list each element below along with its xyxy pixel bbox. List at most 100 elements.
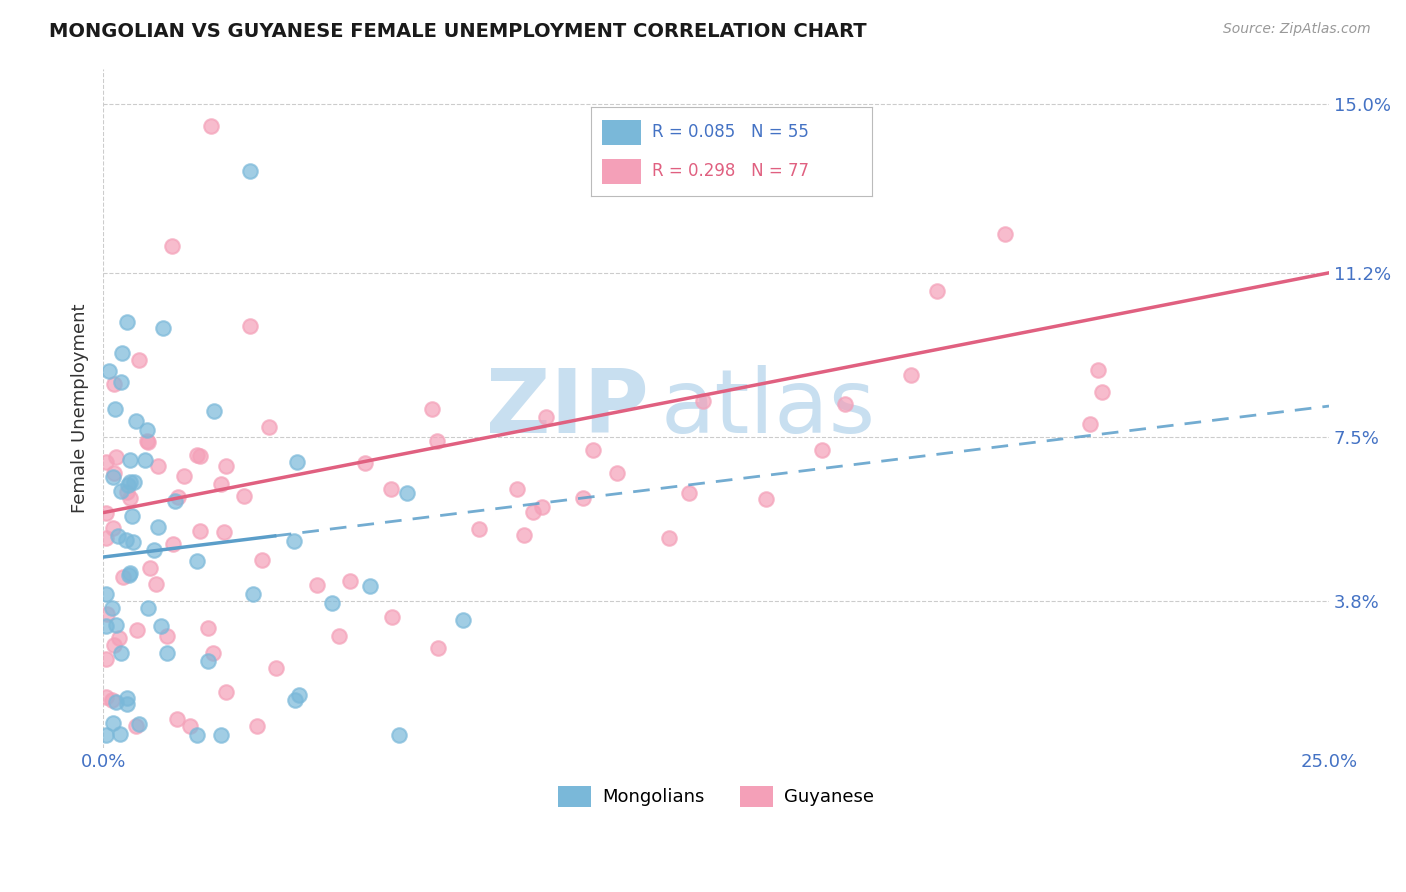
Point [107,529,129,543]
Text: atlas: atlas [661,365,876,451]
Point [128,352,150,367]
Point [100,693,122,707]
Point [388,728,411,742]
Point [678,485,700,500]
Point [94,619,117,633]
Point [201,646,224,660]
Point [162,537,184,551]
Point [110,376,132,390]
Point [692,394,714,409]
Text: R = 0.085   N = 55: R = 0.085 N = 55 [652,123,810,141]
Point [149,619,172,633]
Point [506,482,529,496]
Point [97,364,120,378]
Point [173,469,195,483]
Point [321,597,343,611]
Point [534,410,557,425]
Point [200,120,222,134]
Point [110,646,132,660]
Text: ZIP: ZIP [486,365,648,451]
Point [211,477,233,491]
Point [395,486,418,500]
Point [121,509,143,524]
Point [108,631,131,645]
Bar [602,159,641,184]
Point [209,728,232,742]
Point [111,570,134,584]
Point [125,719,148,733]
Point [285,455,308,469]
Point [146,520,169,534]
Point [1091,384,1114,399]
Point [522,505,544,519]
Point [186,448,208,462]
Point [104,617,127,632]
Point [252,553,274,567]
Point [104,401,127,416]
Point [136,434,159,449]
Point [530,500,553,515]
Point [242,587,264,601]
Point [994,227,1017,242]
Point [114,533,136,547]
Point [127,623,149,637]
Point [246,719,269,733]
Point [381,610,404,624]
Point [105,450,128,464]
Point [103,638,125,652]
Point [754,491,776,506]
Point [287,688,309,702]
Point [420,402,443,417]
Point [135,423,157,437]
Point [900,368,922,382]
Point [453,613,475,627]
Point [148,459,170,474]
Point [94,506,117,520]
Point [152,321,174,335]
Point [96,607,118,621]
Point [214,459,236,474]
Point [283,533,305,548]
Point [135,434,157,448]
Point [186,554,208,568]
Point [186,728,208,742]
Point [239,163,262,178]
Point [111,346,134,360]
Point [188,450,211,464]
Point [115,698,138,712]
Point [115,691,138,706]
Y-axis label: Female Unemployment: Female Unemployment [72,303,89,513]
Point [103,377,125,392]
Point [117,478,139,492]
Point [284,692,307,706]
Point [658,531,681,545]
Point [810,443,832,458]
Point [214,524,236,539]
Point [103,470,125,484]
Point [202,403,225,417]
Point [359,579,381,593]
Point [197,621,219,635]
Point [115,485,138,500]
Point [120,566,142,580]
Point [122,535,145,549]
Point [179,719,201,733]
Point [101,601,124,615]
Point [118,491,141,505]
Point [166,712,188,726]
Point [188,524,211,539]
Point [94,728,117,742]
Point [266,661,288,675]
Text: R = 0.298   N = 77: R = 0.298 N = 77 [652,162,810,180]
Point [94,455,117,469]
Point [108,726,131,740]
Point [101,521,124,535]
Point [105,695,128,709]
Point [339,574,361,588]
Point [426,641,449,656]
Point [239,319,262,334]
Text: MONGOLIAN VS GUYANESE FEMALE UNEMPLOYMENT CORRELATION CHART: MONGOLIAN VS GUYANESE FEMALE UNEMPLOYMEN… [49,22,868,41]
Point [1087,363,1109,377]
Point [233,489,256,503]
Point [606,466,628,480]
